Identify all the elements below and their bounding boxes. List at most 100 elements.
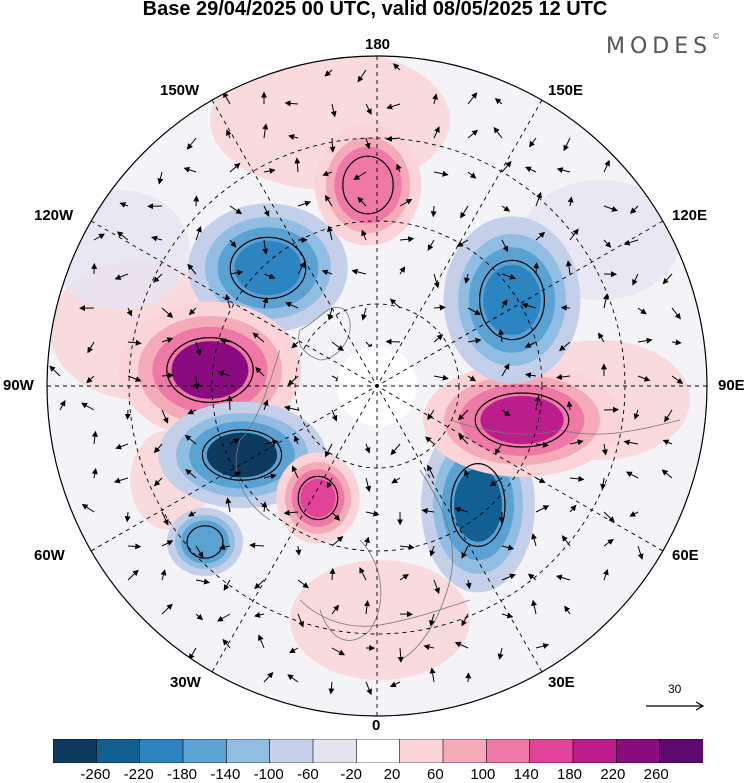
colorbar-segment: [486, 739, 531, 763]
wind-vector: [364, 536, 370, 547]
colorbar-segment: [139, 739, 184, 763]
wind-vector: [563, 137, 571, 152]
wind-vector: [569, 504, 577, 513]
wind-vector: [535, 231, 546, 241]
wind-vector: [217, 370, 231, 377]
wind-vector: [564, 605, 571, 615]
wind-vector: [559, 341, 571, 352]
wind-vector: [661, 469, 673, 479]
wind-vector: [229, 269, 244, 276]
wind-vector: [364, 137, 371, 150]
wind-vector: [629, 511, 639, 517]
wind-vector: [555, 574, 571, 581]
wind-vector: [399, 266, 406, 275]
wind-vector: [229, 471, 242, 479]
wind-vector: [224, 293, 231, 309]
wind-vector: [153, 273, 163, 283]
wind-vector: [321, 269, 333, 276]
colorbar-segment: [356, 739, 401, 763]
wind-vector: [529, 137, 537, 148]
wind-vector: [193, 375, 200, 390]
wind-vector: [254, 611, 265, 618]
colorbar-tick-label: 220: [600, 766, 626, 783]
wind-vector: [524, 372, 537, 379]
wind-vector: [161, 511, 169, 526]
wind-vector: [263, 273, 276, 280]
anomaly-fields: [50, 56, 690, 680]
negative-anomaly-midatlantic: [189, 527, 221, 557]
wind-vector: [187, 263, 197, 275]
polar-map: [46, 55, 708, 717]
wind-vector: [385, 338, 401, 345]
colorbar-tick-label: -220: [123, 766, 154, 783]
reference-vector: 30: [640, 682, 710, 712]
lon-label-180: 180: [365, 36, 391, 53]
negative-anomaly-atlantic: [206, 432, 278, 478]
lon-label-120e: 120E: [672, 207, 708, 224]
wind-vector: [91, 430, 98, 445]
colorbar-segment: [529, 739, 574, 763]
wind-vector: [467, 337, 482, 344]
wind-vector: [632, 273, 639, 286]
wind-vector: [565, 260, 572, 275]
wind-vector: [283, 509, 299, 516]
wind-vector: [429, 613, 435, 627]
wind-vector: [432, 93, 439, 105]
wind-vector: [389, 298, 401, 309]
wind-vector: [351, 268, 367, 275]
wind-vector: [467, 171, 477, 179]
wind-vector: [124, 409, 131, 420]
wind-vector: [113, 477, 129, 484]
wind-vector: [467, 307, 481, 315]
wind-vector: [464, 469, 470, 479]
wind-vector: [501, 612, 514, 619]
wind-vector: [287, 375, 299, 386]
wind-vector: [501, 161, 512, 173]
wind-vector: [226, 395, 233, 411]
wind-vector: [331, 536, 344, 547]
lon-label-90e: 90E: [718, 377, 745, 394]
wind-vector: [86, 375, 95, 384]
wind-vector: [328, 681, 335, 695]
wind-vector: [222, 638, 231, 649]
wind-vector: [461, 613, 469, 627]
wind-vector: [662, 439, 673, 446]
wind-vector: [288, 134, 299, 140]
wind-vector: [327, 307, 334, 321]
wind-vector: [329, 567, 336, 581]
wind-vector: [601, 443, 608, 456]
wind-vector: [330, 103, 337, 118]
wind-vector: [364, 600, 370, 615]
wind-vector: [429, 545, 436, 557]
wind-vector: [293, 435, 300, 445]
wind-vector: [249, 542, 265, 549]
colorbar-segment: [182, 739, 228, 763]
colorbar-segment: [269, 739, 314, 763]
wind-vector: [429, 667, 436, 683]
wind-vector: [357, 196, 367, 207]
wind-vector: [161, 337, 174, 343]
wind-vector: [535, 643, 550, 649]
positive-anomaly-pacific-contour: [342, 155, 394, 215]
wind-vector: [671, 307, 681, 320]
colorbar-segment: [96, 739, 141, 763]
wind-vector: [297, 579, 309, 589]
wind-vector: [456, 239, 469, 247]
wind-vector: [59, 400, 66, 411]
lon-label-30w: 30W: [170, 674, 201, 691]
wind-vector: [433, 170, 449, 177]
wind-vector: [603, 539, 614, 547]
wind-vector: [263, 671, 274, 683]
reference-arrow-icon: [646, 701, 705, 711]
wind-vector: [602, 293, 609, 309]
positive-anomaly-canada-contour: [166, 337, 254, 404]
colorbar-segment: [442, 739, 488, 763]
wind-vector: [219, 338, 231, 345]
wind-vector: [188, 510, 197, 517]
positive-anomaly-pacific: [345, 159, 391, 211]
wind-vector: [501, 573, 516, 581]
wind-vector: [501, 205, 511, 212]
wind-vector: [430, 205, 437, 218]
wind-vector: [322, 170, 333, 177]
wind-vector: [325, 443, 333, 458]
